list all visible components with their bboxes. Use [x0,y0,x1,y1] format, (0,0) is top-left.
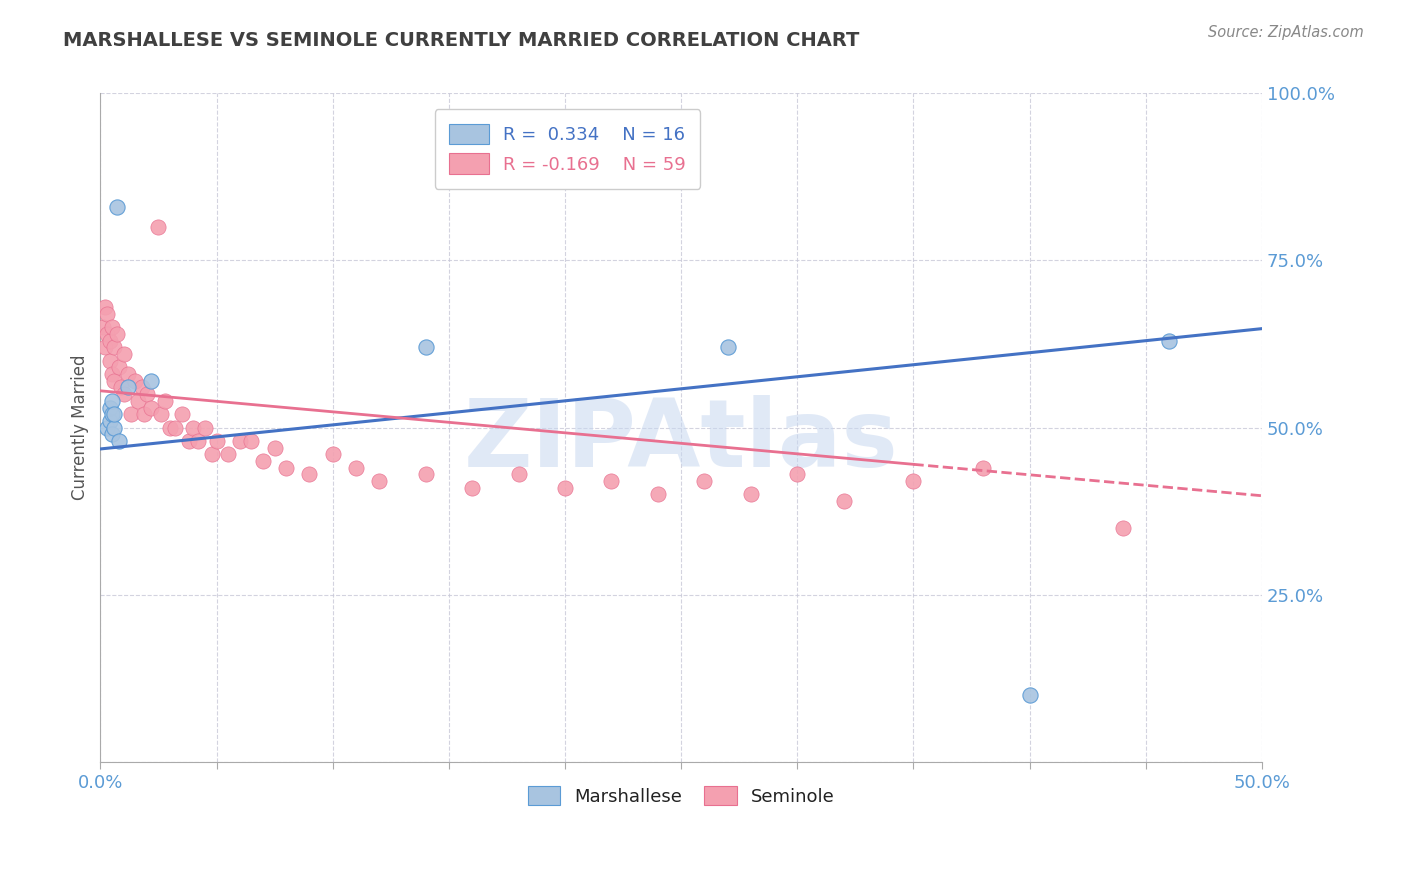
Point [110,380,132,394]
Point [368,474,391,488]
Point [108,360,131,375]
Point [647,487,669,501]
Point [127,393,149,408]
Point [105,326,128,341]
Point [103,420,125,434]
Point [832,494,855,508]
Point [194,420,217,434]
Point [101,367,124,381]
Point [131,380,153,394]
Point [344,460,367,475]
Point [276,460,298,475]
Point [108,434,131,448]
Point [96,307,118,321]
Point [103,374,125,388]
Point [786,467,808,482]
Point [117,367,139,381]
Point [159,420,181,434]
Point [903,474,925,488]
Point [217,447,239,461]
Point [94,340,117,354]
Point [98,401,121,415]
Point [135,387,157,401]
Point [554,481,576,495]
Point [716,340,738,354]
Point [155,393,177,408]
Point [141,374,163,388]
Text: Source: ZipAtlas.com: Source: ZipAtlas.com [1208,25,1364,40]
Point [1018,688,1040,702]
Point [163,420,186,434]
Point [112,387,135,401]
Point [96,326,118,341]
Point [187,434,209,448]
Point [101,407,124,421]
Point [141,401,163,415]
Point [117,380,139,394]
Point [103,340,125,354]
Point [508,467,530,482]
Point [298,467,321,482]
Point [600,474,623,488]
Point [101,393,124,408]
Text: ZIPAtlas: ZIPAtlas [464,395,898,487]
Text: MARSHALLESE VS SEMINOLE CURRENTLY MARRIED CORRELATION CHART: MARSHALLESE VS SEMINOLE CURRENTLY MARRIE… [63,31,859,50]
Point [96,420,118,434]
Point [201,447,224,461]
Point [103,407,125,421]
Point [170,407,193,421]
Point [740,487,762,501]
Point [1157,334,1180,348]
Point [98,334,121,348]
Point [461,481,484,495]
Point [105,200,128,214]
Point [112,347,135,361]
Point [263,441,285,455]
Point [693,474,716,488]
Y-axis label: Currently Married: Currently Married [72,355,89,500]
Point [252,454,274,468]
Point [972,460,994,475]
Point [177,434,200,448]
Point [415,467,437,482]
Point [101,427,124,442]
Point [134,407,156,421]
Point [101,320,124,334]
Point [229,434,252,448]
Point [124,374,146,388]
Point [120,407,142,421]
Point [205,434,228,448]
Point [148,220,170,235]
Point [1111,521,1133,535]
Point [181,420,204,434]
Point [240,434,263,448]
Point [94,300,117,314]
Point [149,407,172,421]
Point [98,353,121,368]
Point [98,414,121,428]
Point [322,447,344,461]
Point [415,340,437,354]
Point [91,320,114,334]
Legend: Marshallese, Seminole: Marshallese, Seminole [520,779,842,813]
